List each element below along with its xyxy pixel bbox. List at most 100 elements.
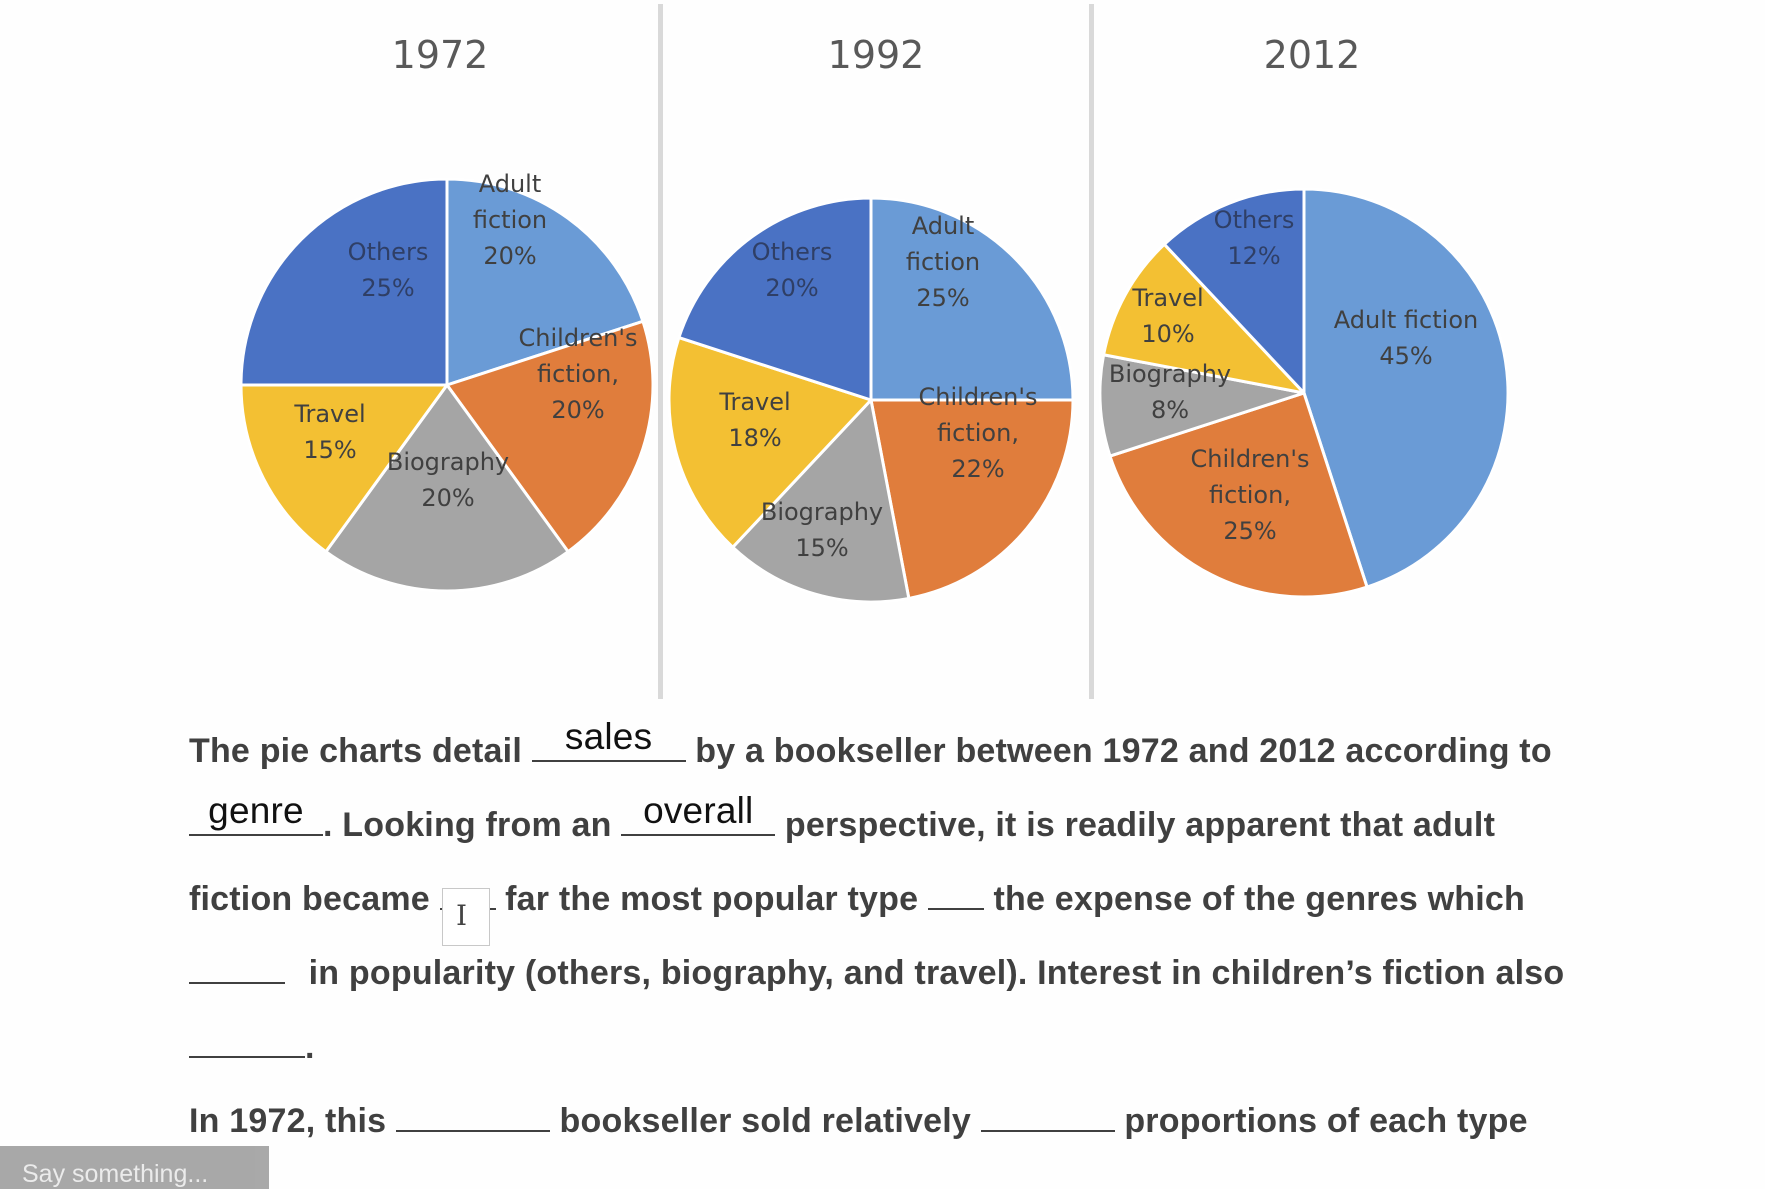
text-segment: far the most popular type bbox=[495, 880, 928, 918]
exercise-line-5: . bbox=[189, 1026, 315, 1067]
exercise-line-4: in popularity (others, biography, and tr… bbox=[189, 952, 1564, 993]
pie-value-label: 45% bbox=[1379, 342, 1432, 370]
pie-category-label: Biography bbox=[387, 448, 509, 476]
pie-value-label: 20% bbox=[765, 274, 818, 302]
pie-slice-2012-4 bbox=[1162, 187, 1306, 395]
pie-value-label: 20% bbox=[483, 242, 536, 270]
text-cursor-icon: I bbox=[456, 899, 468, 932]
pie-value-label: 18% bbox=[728, 424, 781, 452]
blank-2[interactable]: genre bbox=[189, 790, 323, 836]
pie-category-label: Adult bbox=[912, 212, 975, 240]
blank-9[interactable] bbox=[980, 1100, 1115, 1132]
text-segment: in popularity (others, biography, and tr… bbox=[299, 954, 1565, 992]
pie-category-label: Others bbox=[1214, 206, 1295, 234]
text-segment: proportions of each type bbox=[1114, 1102, 1528, 1140]
blank-7[interactable] bbox=[189, 1026, 305, 1058]
pie-category-label: Children's bbox=[1191, 445, 1310, 473]
pie-label-2012-2: Biography 8% bbox=[1109, 360, 1231, 424]
text-segment: by a bookseller between 1972 and 2012 ac… bbox=[685, 732, 1552, 770]
pie-category-label: Others bbox=[752, 238, 833, 266]
blank-8[interactable] bbox=[395, 1100, 550, 1132]
pie-value-label: 15% bbox=[303, 436, 356, 464]
pie-value-label: 20% bbox=[421, 484, 474, 512]
pie-charts-figure: 1972 1992 2012 Adult fiction 20%Children's… bbox=[239, 4, 1510, 699]
pie-label-1972-4: Others 25% bbox=[348, 238, 429, 302]
chart-title-1992: 1992 bbox=[828, 33, 925, 77]
pie-category-label: fiction, bbox=[1209, 481, 1291, 509]
chat-input[interactable]: Say something... bbox=[0, 1146, 269, 1189]
separator-1 bbox=[658, 4, 663, 699]
pie-label-2012-4: Others 12% bbox=[1214, 206, 1295, 270]
blank-6[interactable] bbox=[189, 952, 285, 984]
pie-category-label: Travel bbox=[1131, 284, 1203, 312]
blank-2-answer: genre bbox=[208, 790, 304, 831]
pie-slice-1972-0 bbox=[445, 177, 645, 387]
pie-category-label: Travel bbox=[293, 400, 365, 428]
pie-label-1992-4: Others 20% bbox=[752, 238, 833, 302]
pie-value-label: 15% bbox=[795, 534, 848, 562]
pie-label-2012-0: Adult fiction 45% bbox=[1334, 306, 1478, 370]
pie-value-label: 20% bbox=[551, 396, 604, 424]
pie-category-label: fiction, bbox=[937, 419, 1019, 447]
blank-3-answer: overall bbox=[643, 790, 754, 831]
pie-slice-1992-1 bbox=[869, 398, 1075, 600]
pie-label-1972-0: Adult fiction 20% bbox=[473, 170, 547, 270]
pie-value-label: 22% bbox=[951, 455, 1004, 483]
pie-value-label: 25% bbox=[1223, 517, 1276, 545]
pie-value-label: 8% bbox=[1151, 396, 1189, 424]
exercise-line-3: fiction became far the most popular type… bbox=[189, 878, 1525, 919]
pie-slice-2012-1 bbox=[1108, 391, 1369, 599]
text-segment: perspective, it is readily apparent that… bbox=[775, 806, 1496, 844]
text-segment: In 1972, this bbox=[189, 1102, 396, 1140]
text-cursor-input[interactable]: I bbox=[442, 888, 490, 946]
pie-slice-1972-3 bbox=[239, 383, 449, 554]
exercise-line-1: The pie charts detail sales by a booksel… bbox=[189, 716, 1552, 771]
pie-label-1972-3: Travel 15% bbox=[293, 400, 365, 464]
text-segment: The pie charts detail bbox=[189, 732, 532, 770]
pie-label-1992-2: Biography 15% bbox=[761, 498, 883, 562]
blank-1[interactable]: sales bbox=[531, 716, 686, 762]
pie-category-label: Adult fiction bbox=[1334, 306, 1478, 334]
exercise-line-2: genre . Looking from an overall perspecti… bbox=[189, 790, 1496, 845]
pie-value-label: 25% bbox=[361, 274, 414, 302]
text-segment: . bbox=[305, 1028, 315, 1066]
pie-slice-2012-2 bbox=[1098, 353, 1306, 458]
text-segment: the expense of the genres which bbox=[983, 880, 1525, 918]
pie-category-label: fiction bbox=[906, 248, 980, 276]
chart-title-1972: 1972 bbox=[392, 33, 489, 77]
pie-slice-2012-0 bbox=[1302, 187, 1510, 589]
pie-slice-1992-4 bbox=[677, 196, 873, 402]
pie-category-label: Biography bbox=[761, 498, 883, 526]
pie-label-2012-1: Children's fiction, 25% bbox=[1191, 445, 1310, 545]
blank-3[interactable]: overall bbox=[621, 790, 776, 836]
pie-value-label: 25% bbox=[916, 284, 969, 312]
pie-slice-1972-1 bbox=[445, 319, 655, 554]
pie-slice-1972-4 bbox=[239, 177, 449, 387]
pie-slice-1972-2 bbox=[324, 383, 570, 593]
pie-slice-1992-0 bbox=[869, 196, 1075, 402]
pie-category-label: fiction, bbox=[537, 360, 619, 388]
pie-label-2012-3: Travel 10% bbox=[1131, 284, 1203, 348]
text-segment: bookseller sold relatively bbox=[549, 1102, 981, 1140]
chart-title-2012: 2012 bbox=[1264, 33, 1361, 77]
chat-placeholder: Say something... bbox=[22, 1160, 209, 1188]
blank-1-answer: sales bbox=[564, 716, 653, 757]
pie-category-label: fiction bbox=[473, 206, 547, 234]
text-segment: fiction became bbox=[189, 880, 440, 918]
pie-label-1992-0: Adult fiction 25% bbox=[906, 212, 980, 312]
pie-value-label: 12% bbox=[1227, 242, 1280, 270]
pie-category-label: Others bbox=[348, 238, 429, 266]
separator-2 bbox=[1089, 4, 1094, 699]
pie-category-label: Children's bbox=[519, 324, 638, 352]
pie-category-label: Adult bbox=[479, 170, 542, 198]
pie-label-1992-3: Travel 18% bbox=[718, 388, 790, 452]
pie-value-label: 10% bbox=[1141, 320, 1194, 348]
pie-label-1972-2: Biography 20% bbox=[387, 448, 509, 512]
pie-category-label: Biography bbox=[1109, 360, 1231, 388]
text-segment: . Looking from an bbox=[323, 806, 622, 844]
pie-slice-1992-2 bbox=[731, 398, 911, 604]
blank-5[interactable] bbox=[927, 878, 984, 910]
exercise-line-6: In 1972, this bookseller sold relatively… bbox=[189, 1100, 1528, 1141]
pie-label-1972-1: Children's fiction, 20% bbox=[519, 324, 638, 424]
pie-category-label: Children's bbox=[919, 383, 1038, 411]
